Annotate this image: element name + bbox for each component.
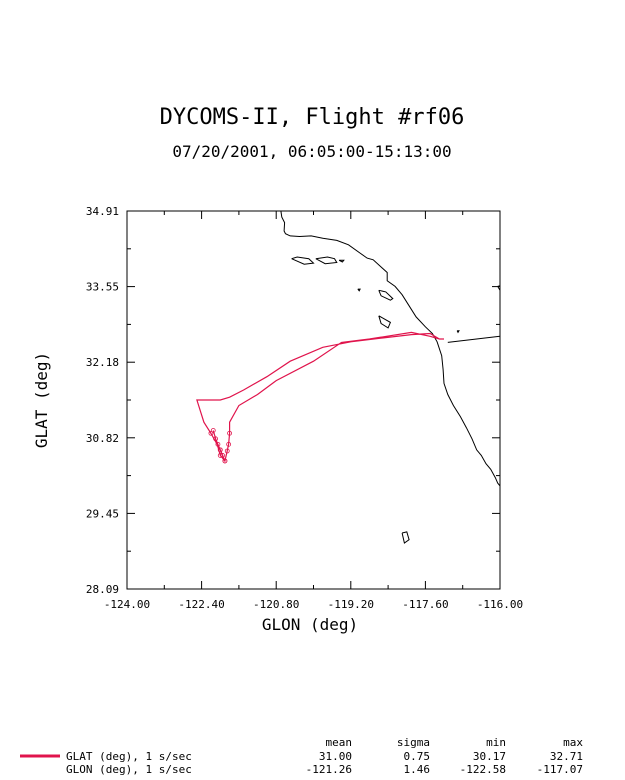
border-line: [447, 335, 500, 343]
data-point: [208, 430, 214, 436]
island-outline: [315, 256, 338, 265]
series-line: [196, 331, 444, 464]
data-point: [226, 441, 232, 447]
x-tick-label: -120.80: [253, 598, 299, 611]
stats-row-max: -117.07: [537, 763, 583, 776]
stats-row-label: GLON (deg), 1 s/sec: [66, 763, 192, 776]
stats-row-min: -122.58: [460, 763, 506, 776]
data-point: [213, 436, 218, 442]
stats-row-mean: 31.00: [319, 750, 352, 763]
data-point: [210, 428, 216, 433]
stats-row-mean: -121.26: [306, 763, 352, 776]
y-tick-label: 29.45: [86, 507, 119, 520]
data-point: [217, 453, 223, 458]
y-axis-label: GLAT (deg): [32, 352, 51, 448]
x-tick-label: -117.60: [402, 598, 448, 611]
coastline: [280, 211, 500, 544]
island-outline: [291, 256, 315, 265]
island-outline: [401, 531, 410, 544]
chart-title: DYCOMS-II, Flight #rf06: [160, 105, 465, 130]
plot-frame: [126, 210, 501, 590]
stats-row-min: 30.17: [473, 750, 506, 763]
stats-row-label: GLAT (deg), 1 s/sec: [66, 750, 192, 763]
stats-header-max: max: [563, 736, 583, 749]
data-point: [222, 458, 228, 464]
stats-row-sigma: 0.75: [404, 750, 431, 763]
data-point: [224, 448, 230, 454]
x-tick-label: -116.00: [477, 598, 523, 611]
x-tick-label: -122.40: [178, 598, 224, 611]
y-tick-label: 32.18: [86, 356, 119, 369]
island-outline: [497, 285, 500, 292]
data-point: [227, 430, 232, 436]
stats-table: mean sigma min max GLAT (deg), 1 s/sec 3…: [20, 736, 583, 776]
x-axis-label: GLON (deg): [262, 615, 358, 634]
stats-header-mean: mean: [326, 736, 353, 749]
y-tick-label: 28.09: [86, 583, 119, 596]
island-outline: [338, 259, 345, 263]
island-outline: [378, 315, 392, 329]
island-outline: [378, 289, 394, 301]
chart-subtitle: 07/20/2001, 06:05:00-15:13:00: [172, 142, 451, 161]
x-tick-label: -124.00: [104, 598, 150, 611]
x-tick-label: -119.20: [328, 598, 374, 611]
data-point: [217, 447, 223, 453]
y-tick-label: 34.91: [86, 205, 119, 218]
y-tick-labels: 34.91 33.55 32.18 30.82 29.45 28.09: [86, 205, 119, 596]
data-point: [215, 441, 221, 447]
stats-row-sigma: 1.46: [404, 763, 431, 776]
island-outline: [456, 330, 460, 334]
x-tick-labels: -124.00 -122.40 -120.80 -119.20 -117.60 -116.…: [104, 598, 523, 611]
island-outline: [357, 288, 361, 292]
stats-header-sigma: sigma: [397, 736, 430, 749]
plot-area: [126, 210, 501, 590]
data-point: [220, 453, 225, 458]
stats-header-min: min: [486, 736, 506, 749]
mainland-coastline: [280, 211, 500, 487]
flight-track: [196, 331, 444, 463]
y-tick-label: 33.55: [86, 281, 119, 294]
stats-row-max: 32.71: [550, 750, 583, 763]
y-tick-label: 30.82: [86, 432, 119, 445]
